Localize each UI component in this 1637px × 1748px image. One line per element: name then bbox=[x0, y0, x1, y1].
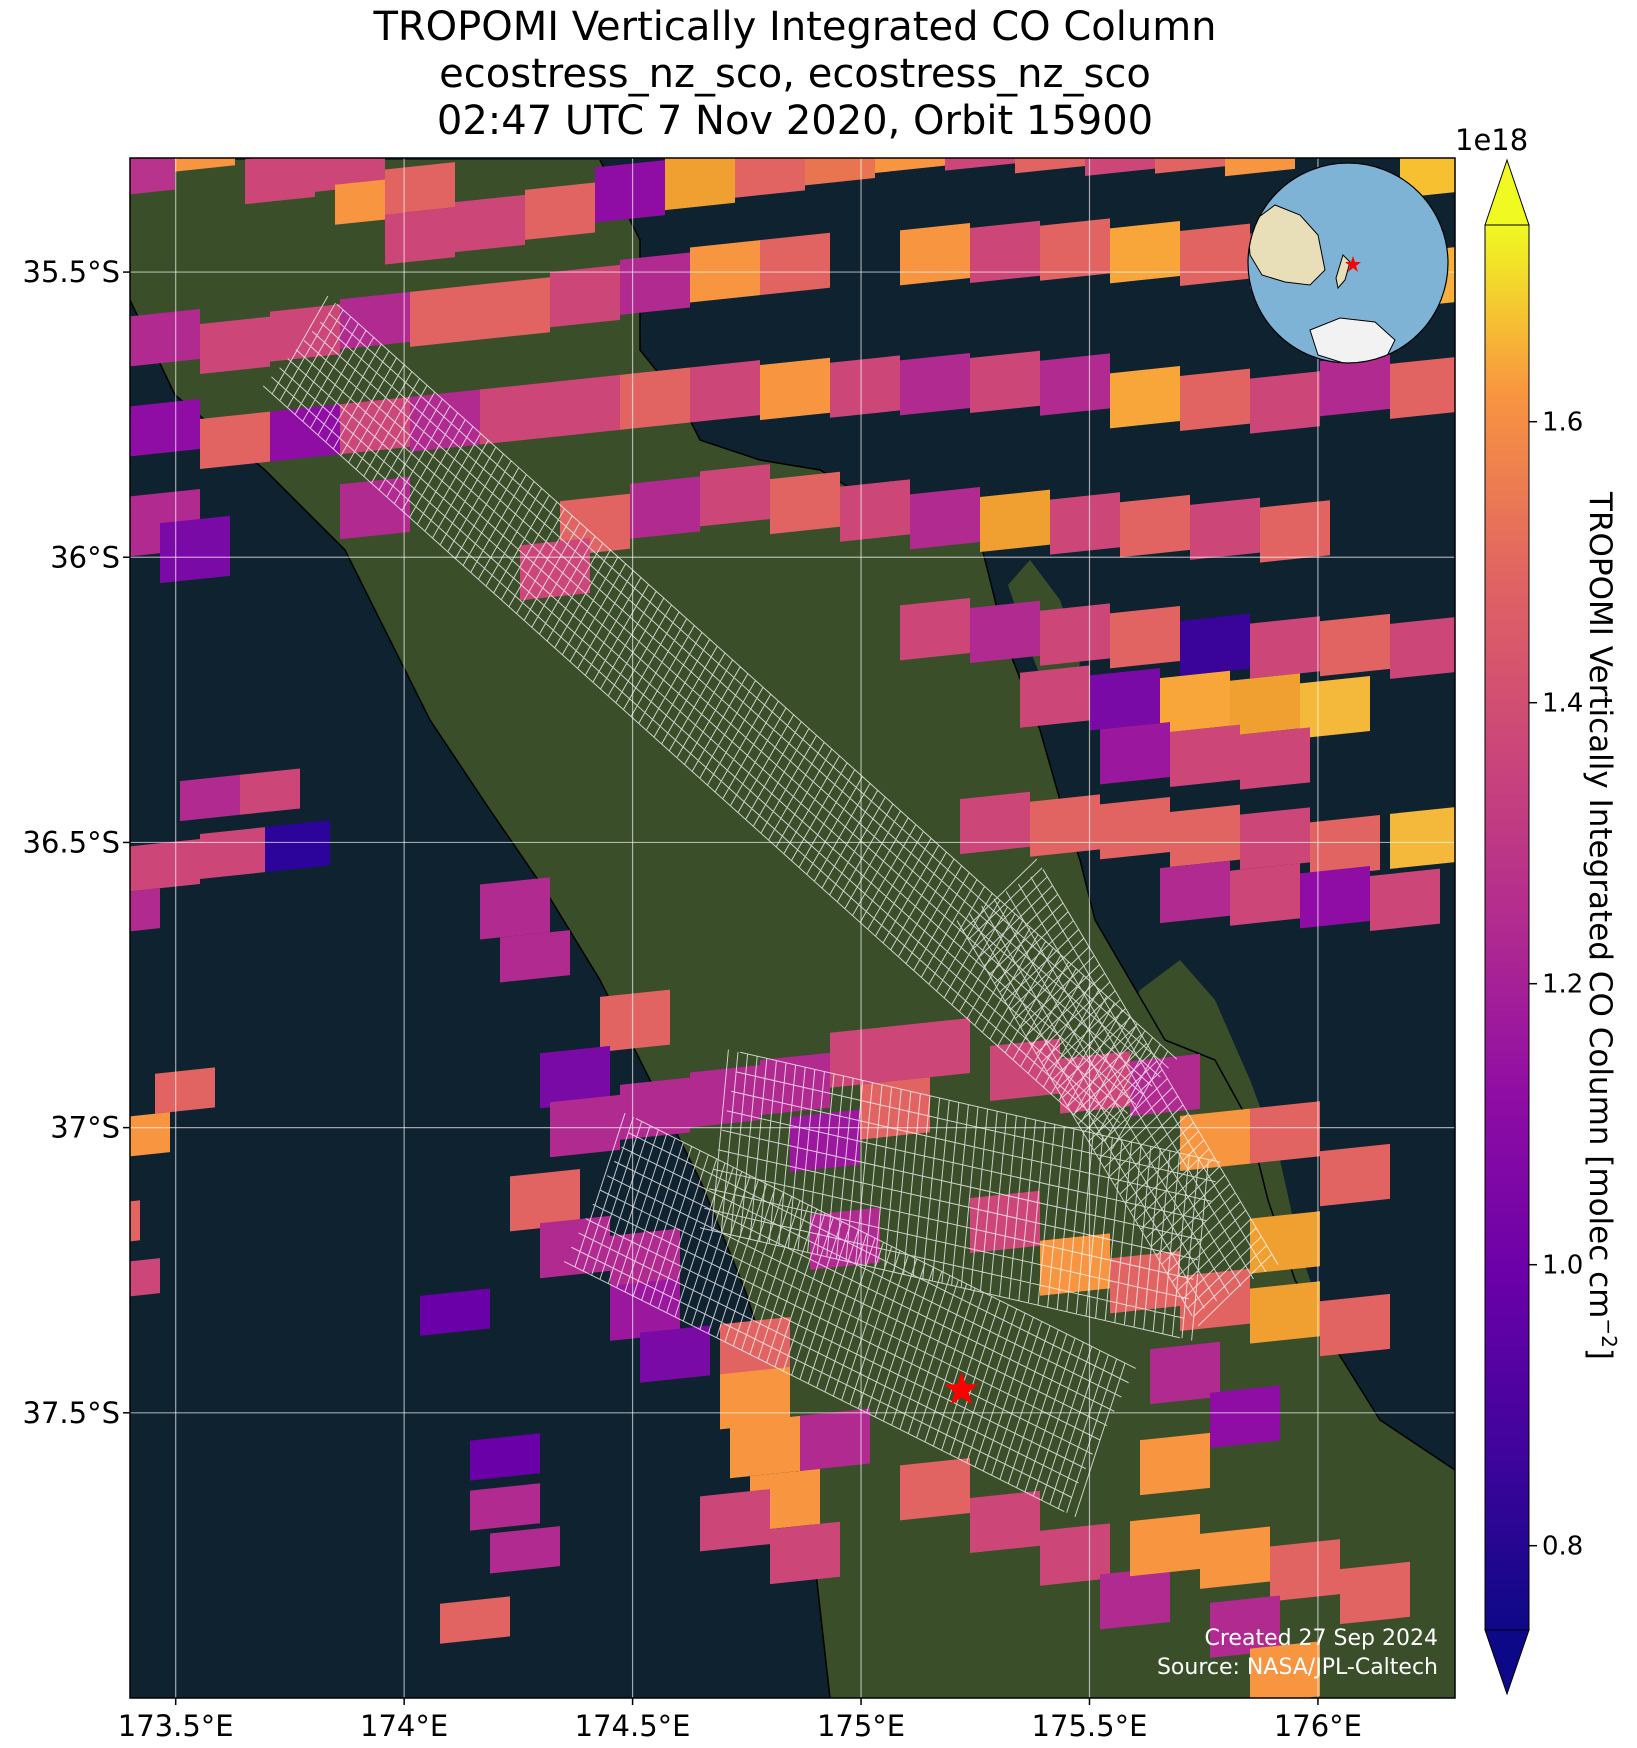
colorbar-frame bbox=[1484, 224, 1530, 1631]
footprint-swath-b bbox=[563, 1112, 1137, 1518]
footprint-swath-c bbox=[956, 858, 1279, 1327]
title-line-3: 02:47 UTC 7 Nov 2020, Orbit 15900 bbox=[436, 98, 1154, 144]
globe-antarctica bbox=[1309, 317, 1396, 363]
map-panel: Created 27 Sep 2024 Source: NASA/JPL-Cal… bbox=[130, 158, 1455, 1698]
chart-title: TROPOMI Vertically Integrated CO Column … bbox=[130, 4, 1460, 145]
y-tick-label-2: 36.5°S bbox=[23, 825, 120, 859]
colorbar-extend-max bbox=[1484, 158, 1530, 226]
title-line-1: TROPOMI Vertically Integrated CO Column bbox=[373, 4, 1217, 50]
globe-new-zealand bbox=[1335, 254, 1351, 290]
globe-outline bbox=[1247, 162, 1449, 364]
colorbar-extend-min bbox=[1484, 1629, 1530, 1696]
colorbar-gradient bbox=[1485, 225, 1529, 1630]
credit-source: Source: NASA/JPL-Caltech bbox=[1157, 1655, 1438, 1680]
colorbar-label-close: ] bbox=[1582, 1348, 1618, 1360]
inset-globe bbox=[1247, 162, 1449, 364]
y-tick-label-4: 37.5°S bbox=[23, 1396, 120, 1430]
y-axis-ticks: 35.5°S 36°S 36.5°S 37°S 37.5°S bbox=[23, 255, 130, 1430]
colorbar-ticks: 0.8 1.0 1.2 1.4 1.6 bbox=[1529, 408, 1583, 1562]
colorbar-tick-label-1: 1.0 bbox=[1542, 1251, 1583, 1281]
target-star-icon bbox=[944, 1372, 979, 1405]
y-tick-label-0: 35.5°S bbox=[23, 255, 120, 289]
colorbar-label-superscript: −2 bbox=[1597, 1318, 1621, 1347]
x-tick-label-0: 173.5°E bbox=[118, 1709, 234, 1743]
y-tick-label-1: 36°S bbox=[50, 540, 120, 574]
colorbar-tick-label-2: 1.2 bbox=[1542, 970, 1583, 1000]
colorbar-label-main: TROPOMI Vertically Integrated CO Column … bbox=[1582, 491, 1618, 1318]
x-tick-label-5: 176°E bbox=[1274, 1709, 1362, 1743]
x-tick-label-3: 175°E bbox=[817, 1709, 905, 1743]
footprint-swath-a bbox=[262, 295, 1178, 1150]
y-tick-label-3: 37°S bbox=[50, 1111, 120, 1145]
x-tick-label-4: 175.5°E bbox=[1032, 1709, 1148, 1743]
x-tick-label-1: 174°E bbox=[360, 1709, 448, 1743]
colorbar-tick-label-0: 0.8 bbox=[1542, 1532, 1583, 1562]
footprint-swath-d bbox=[699, 1049, 1221, 1341]
land-north-island bbox=[130, 160, 1455, 1698]
globe-star-icon bbox=[1345, 256, 1361, 272]
map-frame bbox=[129, 157, 1456, 1699]
colorbar-exponent: 1e18 bbox=[1455, 123, 1528, 157]
colorbar: 0.8 1.0 1.2 1.4 1.6 1e18 TROPOMI Vertically … bbox=[1455, 123, 1621, 1696]
gridlines bbox=[130, 158, 1455, 1698]
x-axis-ticks: 173.5°E 174°E 174.5°E 175°E 175.5°E 176°E bbox=[118, 1698, 1362, 1743]
credit-created: Created 27 Sep 2024 bbox=[1205, 1626, 1439, 1651]
title-line-2: ecostress_nz_sco, ecostress_nz_sco bbox=[439, 51, 1151, 97]
ecostress-footprint-layer bbox=[262, 295, 1279, 1518]
globe-australia bbox=[1248, 204, 1326, 286]
colorbar-tick-label-4: 1.6 bbox=[1542, 408, 1583, 438]
x-tick-label-2: 174.5°E bbox=[575, 1709, 691, 1743]
colorbar-tick-label-3: 1.4 bbox=[1542, 689, 1583, 719]
colorbar-label: TROPOMI Vertically Integrated CO Column … bbox=[1582, 491, 1621, 1360]
